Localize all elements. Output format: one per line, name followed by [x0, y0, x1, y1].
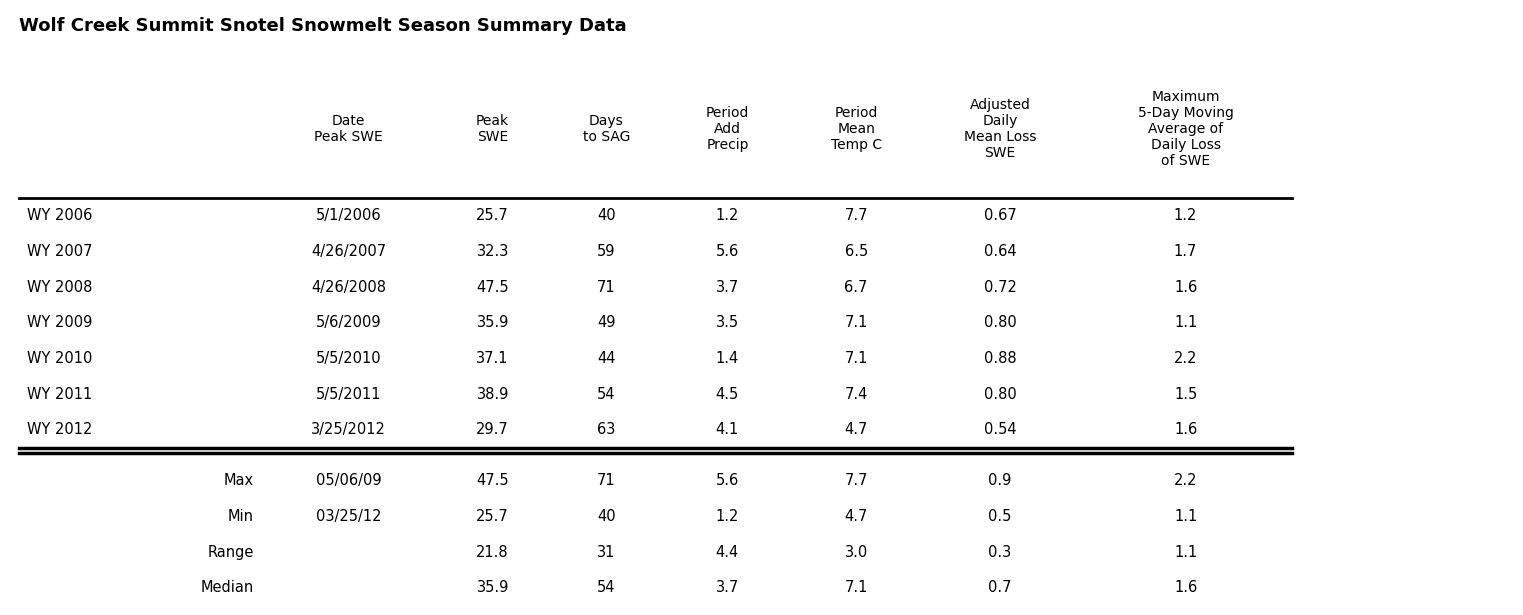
Text: 59: 59	[597, 244, 615, 259]
Text: 49: 49	[597, 315, 615, 330]
Text: Period
Add
Precip: Period Add Precip	[705, 106, 749, 152]
Text: 29.7: 29.7	[477, 423, 509, 437]
Text: WY 2007: WY 2007	[27, 244, 93, 259]
Text: WY 2010: WY 2010	[27, 351, 93, 366]
Text: 2.2: 2.2	[1174, 351, 1197, 366]
Text: 47.5: 47.5	[477, 474, 509, 488]
Text: 1.1: 1.1	[1174, 509, 1197, 524]
Text: 5.6: 5.6	[716, 474, 739, 488]
Text: 63: 63	[597, 423, 615, 437]
Text: 3.0: 3.0	[845, 545, 868, 560]
Text: 3/25/2012: 3/25/2012	[311, 423, 387, 437]
Text: 5.6: 5.6	[716, 244, 739, 259]
Text: 54: 54	[597, 387, 615, 402]
Text: 4.4: 4.4	[716, 545, 739, 560]
Text: WY 2008: WY 2008	[27, 280, 93, 295]
Text: 44: 44	[597, 351, 615, 366]
Text: 0.88: 0.88	[984, 351, 1016, 366]
Text: 7.1: 7.1	[844, 315, 868, 330]
Text: 25.7: 25.7	[477, 208, 509, 223]
Text: 1.1: 1.1	[1174, 545, 1197, 560]
Text: 7.1: 7.1	[844, 351, 868, 366]
Text: 1.2: 1.2	[716, 208, 739, 223]
Text: Adjusted
Daily
Mean Loss
SWE: Adjusted Daily Mean Loss SWE	[964, 98, 1036, 161]
Text: WY 2012: WY 2012	[27, 423, 93, 437]
Text: 5/5/2010: 5/5/2010	[315, 351, 382, 366]
Text: 6.7: 6.7	[844, 280, 868, 295]
Text: 2.2: 2.2	[1174, 474, 1197, 488]
Text: 4/26/2008: 4/26/2008	[311, 280, 387, 295]
Text: Min: Min	[228, 509, 254, 524]
Text: 1.4: 1.4	[716, 351, 739, 366]
Text: Days
to SAG: Days to SAG	[583, 114, 631, 144]
Text: 5/5/2011: 5/5/2011	[315, 387, 381, 402]
Text: 38.9: 38.9	[477, 387, 509, 402]
Text: Date
Peak SWE: Date Peak SWE	[314, 114, 384, 144]
Text: 3.5: 3.5	[716, 315, 739, 330]
Text: 1.5: 1.5	[1174, 387, 1197, 402]
Text: 3.7: 3.7	[716, 280, 739, 295]
Text: 1.6: 1.6	[1174, 423, 1197, 437]
Text: 4.1: 4.1	[716, 423, 739, 437]
Text: 1.6: 1.6	[1174, 581, 1197, 595]
Text: 0.80: 0.80	[984, 315, 1016, 330]
Text: 7.4: 7.4	[844, 387, 868, 402]
Text: WY 2011: WY 2011	[27, 387, 91, 402]
Text: 1.1: 1.1	[1174, 315, 1197, 330]
Text: Max: Max	[224, 474, 254, 488]
Text: 71: 71	[597, 474, 615, 488]
Text: 25.7: 25.7	[477, 509, 509, 524]
Text: 0.5: 0.5	[988, 509, 1011, 524]
Text: Peak
SWE: Peak SWE	[477, 114, 509, 144]
Text: WY 2006: WY 2006	[27, 208, 93, 223]
Text: 03/25/12: 03/25/12	[315, 509, 381, 524]
Text: 4.7: 4.7	[844, 509, 868, 524]
Text: 0.9: 0.9	[988, 474, 1011, 488]
Text: 32.3: 32.3	[477, 244, 509, 259]
Text: 7.7: 7.7	[844, 474, 868, 488]
Text: 4.7: 4.7	[844, 423, 868, 437]
Text: 3.7: 3.7	[716, 581, 739, 595]
Text: 35.9: 35.9	[477, 315, 509, 330]
Text: 0.64: 0.64	[984, 244, 1016, 259]
Text: 47.5: 47.5	[477, 280, 509, 295]
Text: 0.80: 0.80	[984, 387, 1016, 402]
Text: Wolf Creek Summit Snotel Snowmelt Season Summary Data: Wolf Creek Summit Snotel Snowmelt Season…	[20, 17, 627, 35]
Text: 40: 40	[597, 208, 615, 223]
Text: Maximum
5-Day Moving
Average of
Daily Loss
of SWE: Maximum 5-Day Moving Average of Daily Lo…	[1138, 90, 1234, 169]
Text: 0.7: 0.7	[988, 581, 1011, 595]
Text: 0.72: 0.72	[984, 280, 1016, 295]
Text: 0.67: 0.67	[984, 208, 1016, 223]
Text: WY 2009: WY 2009	[27, 315, 93, 330]
Text: 31: 31	[597, 545, 615, 560]
Text: 4.5: 4.5	[716, 387, 739, 402]
Text: 05/06/09: 05/06/09	[315, 474, 382, 488]
Text: 40: 40	[597, 509, 615, 524]
Text: 0.3: 0.3	[988, 545, 1011, 560]
Text: 7.7: 7.7	[844, 208, 868, 223]
Text: Range: Range	[207, 545, 254, 560]
Text: 7.1: 7.1	[844, 581, 868, 595]
Text: Period
Mean
Temp C: Period Mean Temp C	[830, 106, 882, 152]
Text: 21.8: 21.8	[477, 545, 509, 560]
Text: 1.2: 1.2	[1174, 208, 1197, 223]
Text: 5/1/2006: 5/1/2006	[315, 208, 382, 223]
Text: 6.5: 6.5	[845, 244, 868, 259]
Text: 4/26/2007: 4/26/2007	[311, 244, 387, 259]
Text: 1.2: 1.2	[716, 509, 739, 524]
Text: 5/6/2009: 5/6/2009	[315, 315, 382, 330]
Text: 37.1: 37.1	[477, 351, 509, 366]
Text: 0.54: 0.54	[984, 423, 1016, 437]
Text: Median: Median	[201, 581, 254, 595]
Text: 1.7: 1.7	[1174, 244, 1197, 259]
Text: 71: 71	[597, 280, 615, 295]
Text: 1.6: 1.6	[1174, 280, 1197, 295]
Text: 54: 54	[597, 581, 615, 595]
Text: 35.9: 35.9	[477, 581, 509, 595]
